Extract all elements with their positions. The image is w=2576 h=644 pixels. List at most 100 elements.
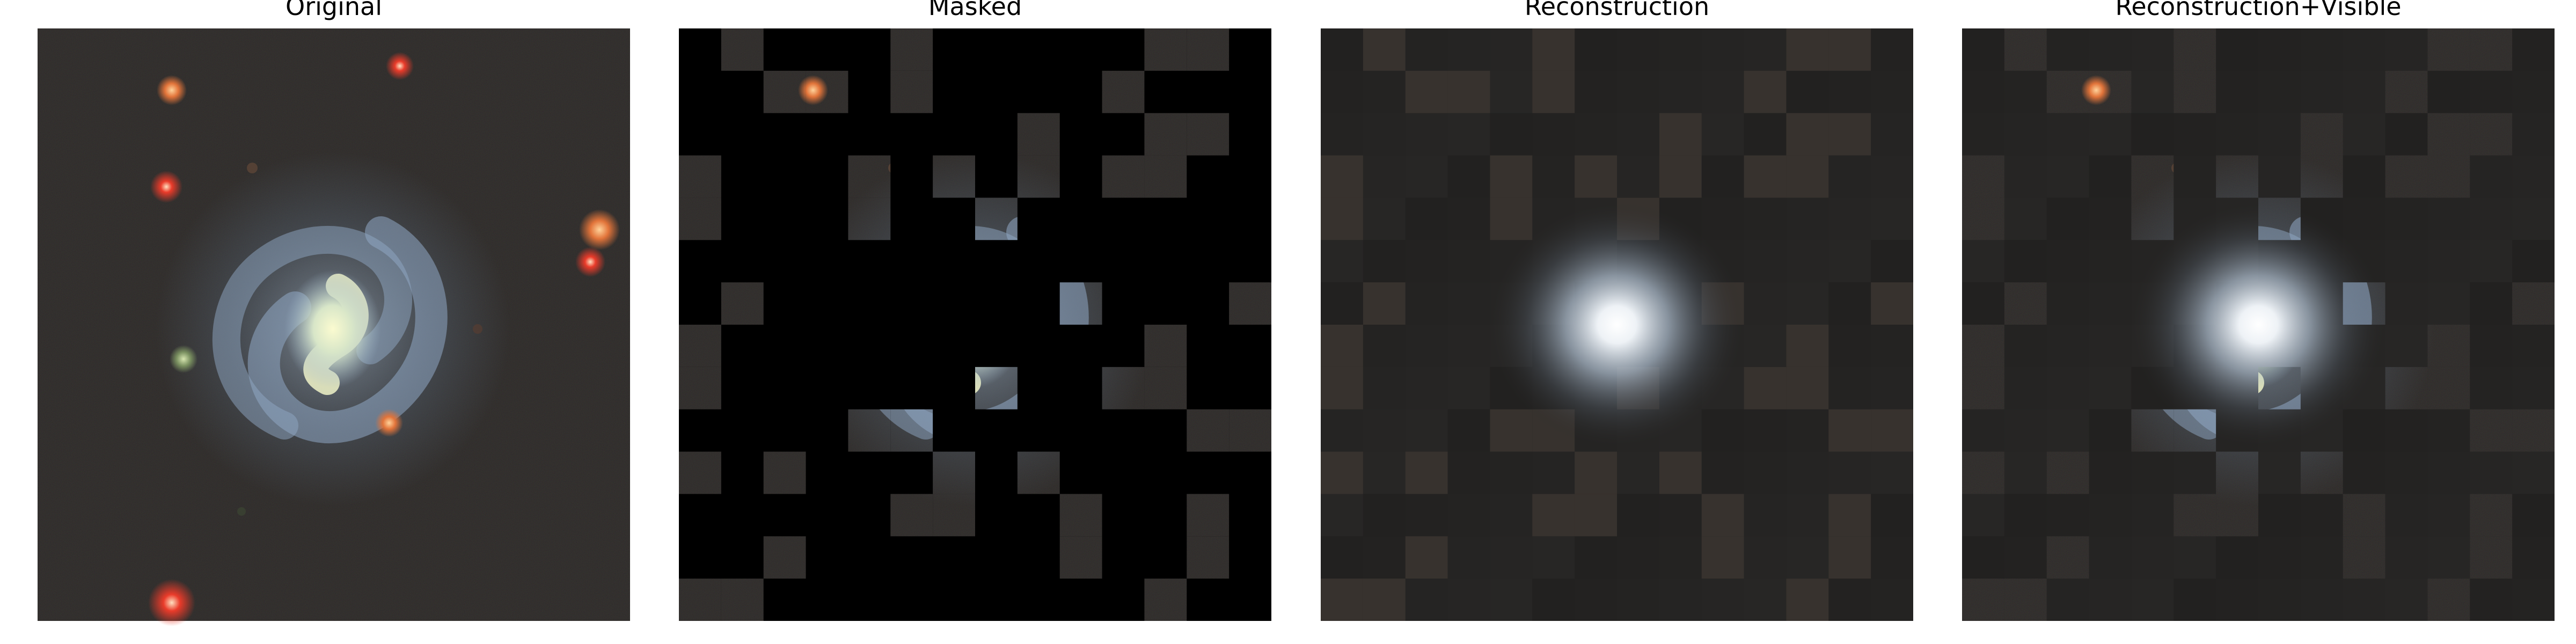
recon-tile (2089, 28, 2132, 71)
panel-title-original: Original (286, 0, 382, 21)
recon-tile (1532, 579, 1575, 621)
recon-tile (1701, 155, 1744, 198)
recon-tile (2427, 536, 2470, 579)
recon-tile (1617, 70, 1659, 113)
recon-tile (2046, 282, 2089, 325)
recon-tile (1490, 579, 1533, 621)
panel-reconstruction-visible (1962, 28, 2555, 621)
recon-tile (1828, 197, 1871, 240)
recon-tile (2385, 240, 2428, 283)
recon-visible-patch (1659, 113, 1702, 156)
recon-tile (2046, 28, 2089, 71)
recon-visible-patch (1321, 451, 1363, 494)
recon-tile (1447, 155, 1490, 198)
recon-visible-patch (1321, 367, 1363, 409)
recon-tile (1871, 28, 1913, 71)
recon-tile (1617, 494, 1659, 537)
recon-tile (1701, 113, 1744, 156)
panel-title-reconstruction: Reconstruction (1525, 0, 1709, 21)
recon-tile (1405, 155, 1448, 198)
panel-title-masked: Masked (928, 0, 1022, 21)
recon-tile (1871, 113, 1913, 156)
recon-visible-patch (1828, 409, 1871, 452)
recon-tile (2427, 282, 2470, 325)
recon-tile (2131, 579, 2174, 621)
recon-tile (2089, 240, 2132, 283)
recon-tile (1786, 409, 1829, 452)
recon-visible-patch (1363, 282, 1406, 325)
recon-tile (1659, 28, 1702, 71)
recon-tile (1786, 494, 1829, 537)
recon-tile (1744, 451, 1787, 494)
recon-tile (1786, 197, 1829, 240)
recon-tile (2089, 409, 2132, 452)
recon-tile (2046, 113, 2089, 156)
recon-visible-patch (1575, 451, 1617, 494)
recon-tile (1617, 536, 1659, 579)
recon-tile (1786, 536, 1829, 579)
recon-tile (2258, 494, 2301, 537)
recon-tile (2512, 240, 2555, 283)
recon-tile (1617, 113, 1659, 156)
recon-tile (2004, 451, 2047, 494)
recon-tile (2385, 28, 2428, 71)
recon-tile (1744, 113, 1787, 156)
recon-tile (1447, 367, 1490, 409)
recon-tile (1490, 113, 1533, 156)
recon-visible-patch (1532, 28, 1575, 71)
recon-tile (1744, 409, 1787, 452)
recon-tile (1321, 494, 1363, 537)
recon-tile (1447, 494, 1490, 537)
recon-tile (1744, 325, 1787, 367)
recon-visible-patch (1744, 367, 1787, 409)
recon-tile (1405, 28, 1448, 71)
recon-tile (2427, 451, 2470, 494)
galaxy-image (38, 28, 630, 626)
recon-tile (1871, 579, 1913, 621)
recon-tile (2131, 494, 2174, 537)
recon-tile (1701, 579, 1744, 621)
recon-tile (1321, 240, 1363, 283)
recon-tile (1871, 70, 1913, 113)
recon-tile (1744, 536, 1787, 579)
recon-tile (1871, 325, 1913, 367)
recon-tile (1447, 240, 1490, 283)
recon-tile (1828, 155, 1871, 198)
recon-tile (1447, 325, 1490, 367)
recon-tile (2004, 494, 2047, 537)
recon-tile (1871, 536, 1913, 579)
recon-tile (2512, 70, 2555, 113)
recon-visible-patch (1786, 155, 1829, 198)
recon-tile (1701, 197, 1744, 240)
recon-tile (2385, 536, 2428, 579)
recon-tile (1447, 113, 1490, 156)
recon-tile (1363, 367, 1406, 409)
recon-tile (2300, 28, 2343, 71)
recon-tile (1659, 579, 1702, 621)
recon-tile (2089, 579, 2132, 621)
recon-tile (1786, 240, 1829, 283)
recon-tile (1405, 494, 1448, 537)
recon-tile (1701, 409, 1744, 452)
recon-tile (2512, 367, 2555, 409)
recon-tile (2131, 113, 2174, 156)
recon-tile (1447, 536, 1490, 579)
recon-visible-patch (1405, 536, 1448, 579)
reconstructed-galaxy-2 (2129, 201, 2387, 448)
recon-visible-patch (1490, 409, 1533, 452)
recon-tile (1363, 113, 1406, 156)
recon-tile (2343, 155, 2385, 198)
recon-visible-patch (1363, 579, 1406, 621)
recon-tile (1447, 579, 1490, 621)
recon-visible-patch (1744, 155, 1787, 198)
recon-tile (2470, 325, 2513, 367)
recon-tile (1321, 409, 1363, 452)
recon-tile (2343, 70, 2385, 113)
recon-tile (1828, 451, 1871, 494)
recon-tile (1828, 579, 1871, 621)
recon-tile (1871, 155, 1913, 198)
recon-tile (2258, 70, 2301, 113)
recon-tile (2343, 113, 2385, 156)
recon-tile (1490, 28, 1533, 71)
